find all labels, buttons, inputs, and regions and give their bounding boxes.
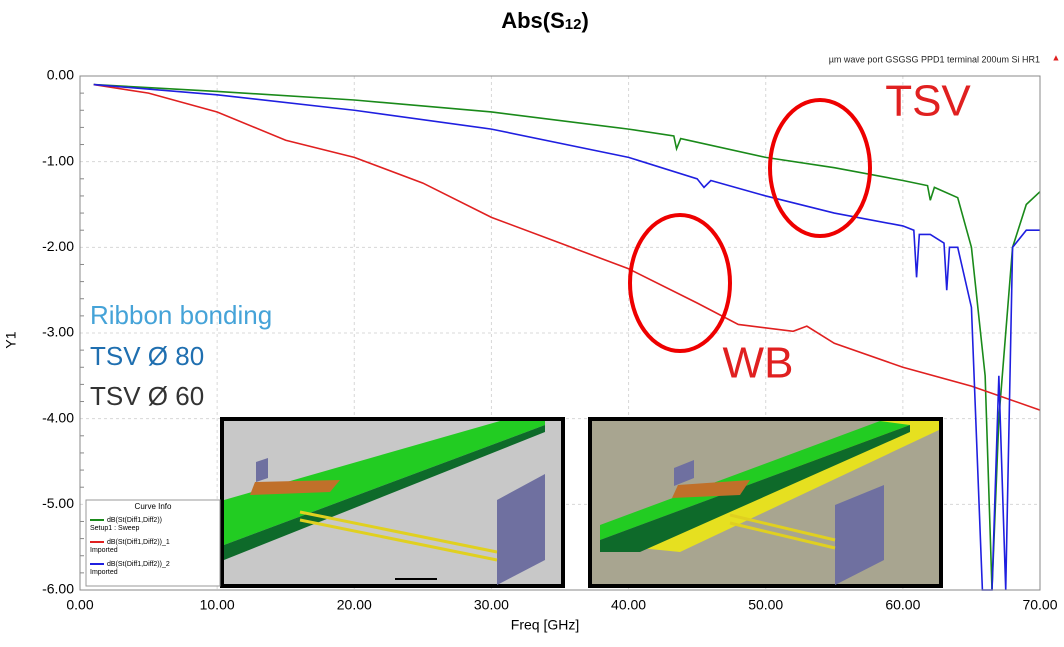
annotation: Ribbon bonding xyxy=(90,300,272,330)
x-axis-label: Freq [GHz] xyxy=(511,617,579,633)
y-tick-label: -5.00 xyxy=(42,495,74,511)
x-tick-label: 60.00 xyxy=(885,597,920,613)
y-tick-label: -4.00 xyxy=(42,409,74,425)
x-tick-label: 20.00 xyxy=(337,597,372,613)
marker-icon: ▲ xyxy=(1052,52,1061,62)
x-tick-label: 30.00 xyxy=(474,597,509,613)
inset-shape xyxy=(256,458,268,482)
chart-title: Abs(S12) xyxy=(501,8,589,33)
annotation: TSV Ø 80 xyxy=(90,341,204,371)
annotation: TSV Ø 60 xyxy=(90,381,204,411)
legend-label: dB(St(Diff1,Diff2))_2 xyxy=(107,561,170,568)
legend-label: dB(St(Diff1,Diff2))_1 xyxy=(107,539,170,546)
legend-title: Curve Info xyxy=(135,502,172,511)
title-main: Abs(S xyxy=(501,8,565,33)
legend: Curve Info dB(St(Diff1,Diff2))Setup1 : S… xyxy=(86,500,220,586)
x-tick-label: 40.00 xyxy=(611,597,646,613)
y-tick-label: -1.00 xyxy=(42,152,74,168)
y-tick-label: -3.00 xyxy=(42,324,74,340)
y-tick-label: 0.00 xyxy=(47,67,74,83)
highlight-circle xyxy=(770,100,870,236)
legend-source: Imported xyxy=(90,547,118,554)
annotation: WB xyxy=(723,339,794,388)
y-tick-label: -2.00 xyxy=(42,238,74,254)
legend-label: dB(St(Diff1,Diff2)) xyxy=(107,517,162,524)
y-axis-label: Y1 xyxy=(3,331,19,348)
subtitle: µm wave port GSGSG PPD1 terminal 200um S… xyxy=(829,54,1040,64)
annotation: TSV xyxy=(885,77,971,126)
x-tick-label: 50.00 xyxy=(748,597,783,613)
inset-left xyxy=(222,419,563,586)
x-tick-label: 10.00 xyxy=(200,597,235,613)
legend-source: Imported xyxy=(90,569,118,576)
x-tick-label: 0.00 xyxy=(66,597,93,613)
x-tick-label: 70.00 xyxy=(1022,597,1057,613)
legend-source: Setup1 : Sweep xyxy=(90,525,140,532)
y-tick-label: -6.00 xyxy=(42,581,74,597)
title-subscript: 12 xyxy=(565,16,582,33)
highlight-circle xyxy=(630,215,730,351)
title-end: ) xyxy=(581,8,588,33)
chart: Abs(S12) µm wave port GSGSG PPD1 termina… xyxy=(0,0,1064,642)
annotations: TSV WB Ribbon bonding TSV Ø 80 TSV Ø 60 xyxy=(90,77,971,411)
inset-right xyxy=(590,419,941,586)
